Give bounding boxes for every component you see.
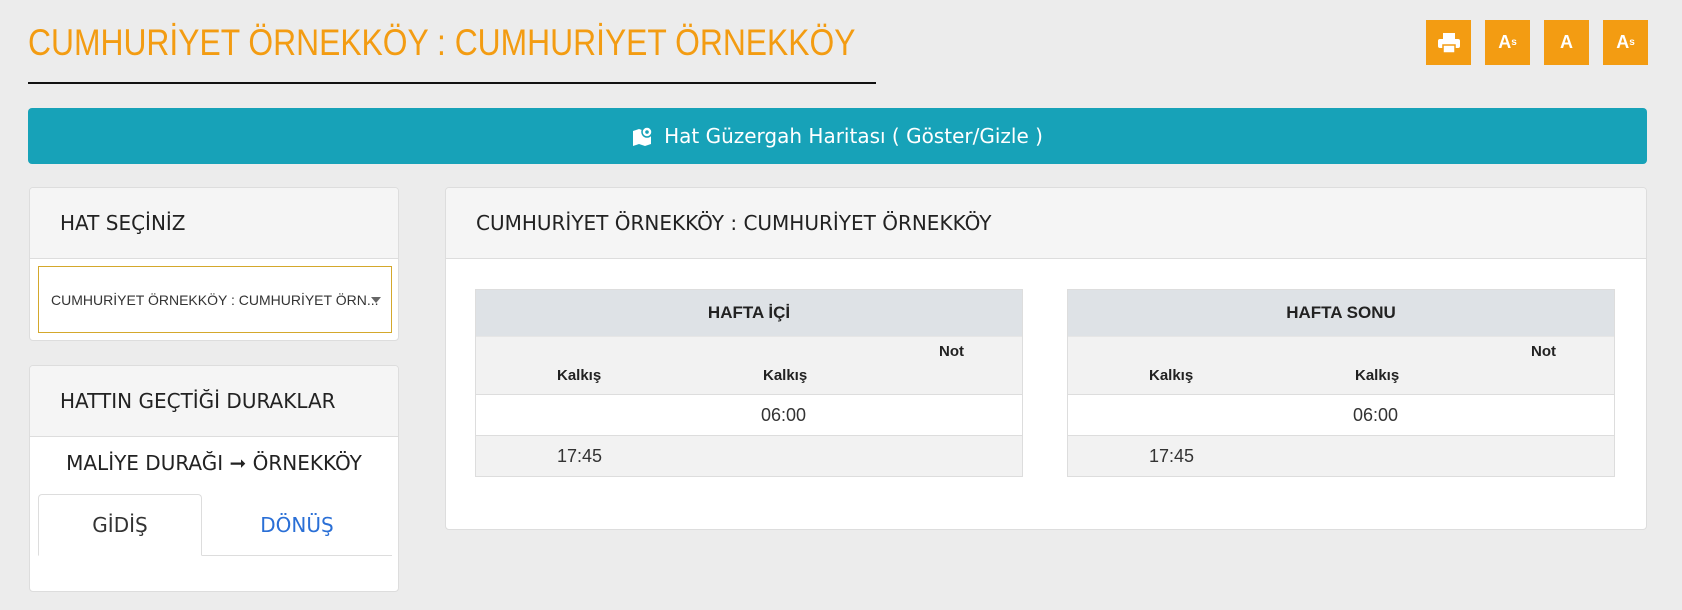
page-title: CUMHURİYET ÖRNEKKÖY : CUMHURİYET ÖRNEKKÖ… [28,22,856,63]
column-header: Kalkış [1355,367,1400,384]
weekday-table: HAFTA İÇİ Kalkış Kalkış Not 06:00 17:45 [475,289,1023,477]
line-select-panel: HAT SEÇİNİZ CUMHURİYET ÖRNEKKÖY : CUMHUR… [29,187,399,341]
table-header: Kalkış Kalkış Not [1068,336,1614,394]
font-increase-icon: A [1616,32,1630,52]
table-row: 06:00 [1068,394,1614,435]
map-toggle-button[interactable]: Hat Güzergah Haritası ( Göster/Gizle ) [28,108,1647,164]
table-title: HAFTA SONU [1068,290,1614,336]
column-header: Kalkış [763,367,808,384]
font-reset-icon: A [1560,32,1573,52]
line-select-title: HAT SEÇİNİZ [30,188,398,259]
route-text: MALİYE DURAĞI ➞ ÖRNEKKÖY [66,451,362,475]
schedule-title: CUMHURİYET ÖRNEKKÖY : CUMHURİYET ÖRNEKKÖ… [446,188,1646,259]
stops-title: HATTIN GEÇTİĞİ DURAKLAR [30,366,398,437]
map-toggle-label: Hat Güzergah Haritası ( Göster/Gizle ) [664,124,1043,148]
column-header: Kalkış [557,367,602,384]
print-icon [1437,32,1460,54]
table-title: HAFTA İÇİ [476,290,1022,336]
column-header: Not [939,343,964,360]
font-reset-button[interactable]: A [1544,20,1589,65]
line-select-dropdown[interactable]: CUMHURİYET ÖRNEKKÖY : CUMHURİYET ÖRN... [38,266,392,333]
table-row: 17:45 [1068,435,1614,476]
title-underline [28,82,876,84]
font-decrease-icon: A [1498,32,1512,52]
print-button[interactable] [1426,20,1471,65]
chevron-down-icon [371,297,381,303]
column-header: Kalkış [1149,367,1194,384]
table-row: 06:00 [476,394,1022,435]
table-header: Kalkış Kalkış Not [476,336,1022,394]
direction-tabs: GİDİŞ DÖNÜŞ [38,494,392,556]
schedule-panel: CUMHURİYET ÖRNEKKÖY : CUMHURİYET ÖRNEKKÖ… [445,187,1647,530]
tab-donus[interactable]: DÖNÜŞ [260,512,334,537]
table-row: 17:45 [476,435,1022,476]
line-select-value: CUMHURİYET ÖRNEKKÖY : CUMHURİYET ÖRN... [51,291,379,308]
map-icon [633,126,653,146]
stops-panel: HATTIN GEÇTİĞİ DURAKLAR MALİYE DURAĞI ➞ … [29,365,399,592]
column-header: Not [1531,343,1556,360]
tab-gidis[interactable]: GİDİŞ [38,494,202,556]
weekend-table: HAFTA SONU Kalkış Kalkış Not 06:00 17:45 [1067,289,1615,477]
